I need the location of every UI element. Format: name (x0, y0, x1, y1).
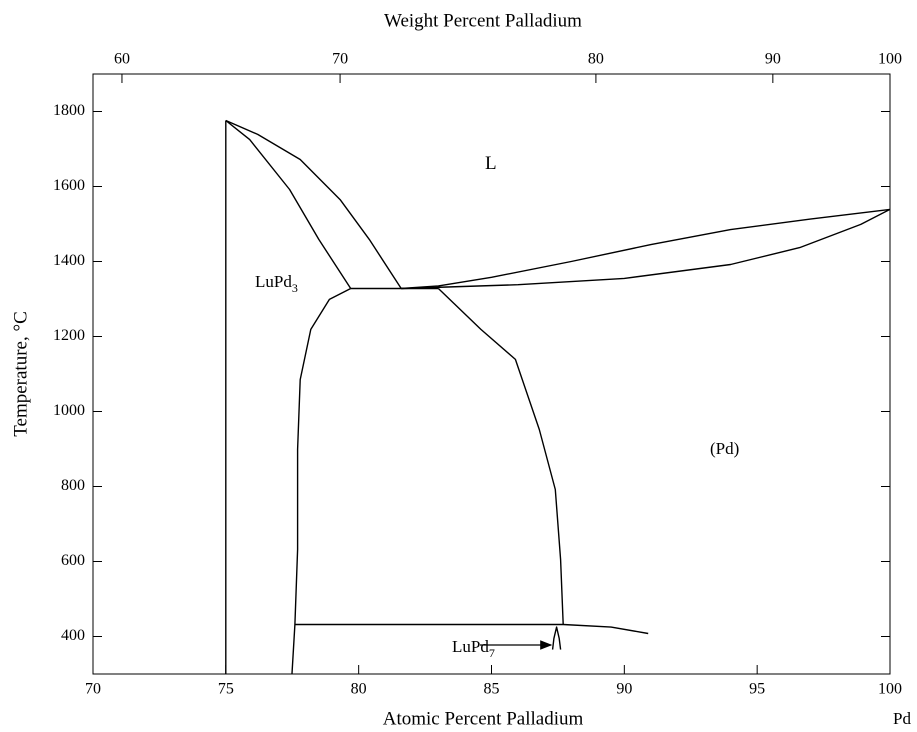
x2-tick-label: 60 (114, 51, 130, 68)
x-axis-title: Atomic Percent Palladium (383, 708, 584, 729)
phase-boundary (225, 119, 352, 289)
region-label-subscript: 7 (489, 646, 495, 660)
region-label-text: LuPd (452, 637, 489, 656)
x-tick-label: 85 (484, 681, 500, 698)
y-tick-label: 400 (61, 627, 85, 644)
y-tick-label: 1200 (53, 327, 85, 344)
x-tick-label: 95 (749, 681, 765, 698)
x-tick-label: 90 (616, 681, 632, 698)
y-tick-label: 1600 (53, 177, 85, 194)
phase-boundary (294, 623, 649, 635)
phase-boundary (401, 208, 891, 290)
y-tick-label: 600 (61, 552, 85, 569)
phase-boundary (551, 626, 562, 650)
x-tick-label: 75 (218, 681, 234, 698)
phase-boundary (291, 287, 352, 674)
region-label-text: (Pd) (710, 439, 739, 458)
x2-tick-label: 100 (878, 51, 902, 68)
x-tick-label: 100 (878, 681, 902, 698)
y-tick-label: 1800 (53, 102, 85, 119)
region-label-text: LuPd (255, 272, 292, 291)
x2-tick-label: 70 (332, 51, 348, 68)
x2-tick-label: 80 (588, 51, 604, 68)
y-tick-label: 800 (61, 477, 85, 494)
top-axis-title: Weight Percent Palladium (384, 10, 582, 31)
phase-boundary (225, 119, 402, 289)
phase-boundary (401, 208, 891, 290)
x-end-label: Pd (893, 709, 911, 728)
phase-boundary (437, 287, 564, 625)
x-tick-label: 80 (351, 681, 367, 698)
y-axis-title: Temperature, °C (10, 311, 31, 437)
region-label: (Pd) (710, 439, 739, 458)
region-label: LuPd7 (452, 637, 495, 660)
region-label-text: L (485, 153, 497, 174)
y-tick-label: 1400 (53, 252, 85, 269)
region-label: LuPd3 (255, 272, 298, 295)
x-tick-label: 70 (85, 681, 101, 698)
x2-tick-label: 90 (765, 51, 781, 68)
y-tick-label: 1000 (53, 402, 85, 419)
region-label-subscript: 3 (292, 281, 298, 295)
region-label: L (485, 153, 497, 174)
